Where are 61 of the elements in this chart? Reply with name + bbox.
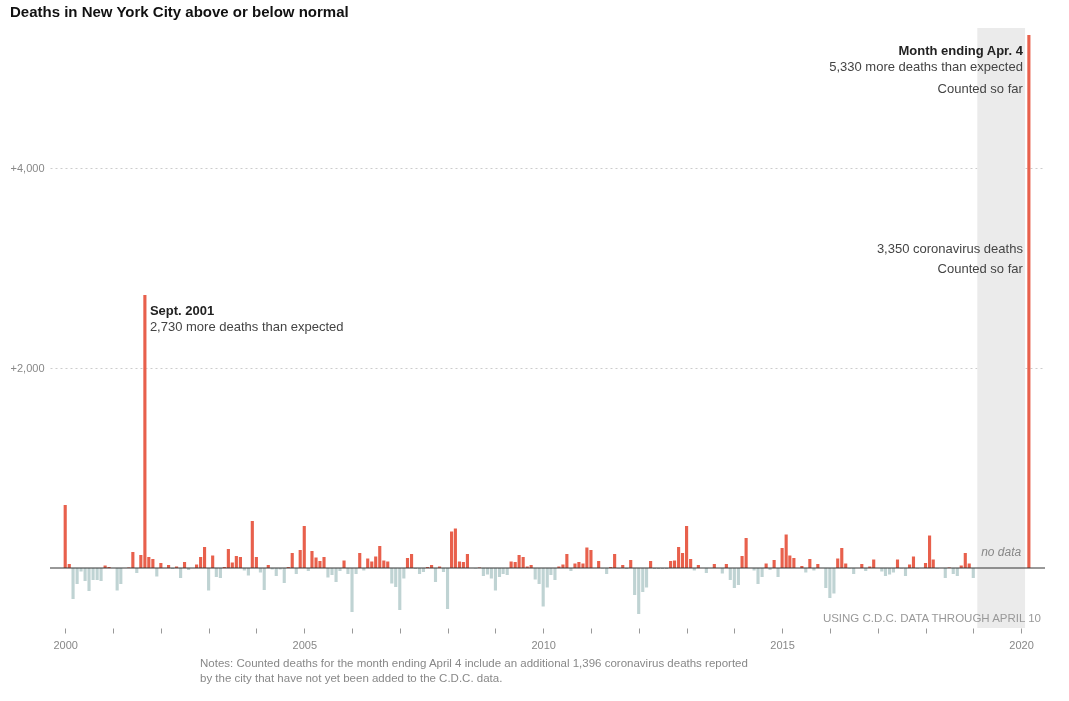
bar bbox=[350, 568, 354, 612]
y-tick-label: +2,000 bbox=[10, 361, 45, 374]
bar bbox=[828, 568, 832, 598]
annotation: 2,730 more deaths than expected bbox=[149, 319, 344, 334]
x-tick-label: 2000 bbox=[53, 638, 78, 651]
bar bbox=[115, 568, 119, 591]
bar bbox=[685, 526, 689, 568]
y-tick-label: +4,000 bbox=[10, 161, 45, 174]
bar bbox=[398, 568, 402, 610]
bar bbox=[390, 568, 394, 584]
bar bbox=[310, 551, 314, 568]
chart-title: Deaths in New York City above or below normal bbox=[10, 3, 349, 20]
bar bbox=[302, 526, 306, 568]
annotation: Month ending Apr. 4 bbox=[898, 43, 1024, 58]
bar bbox=[207, 568, 211, 591]
x-tick-label: 2005 bbox=[292, 638, 317, 651]
bar bbox=[445, 568, 450, 609]
bar bbox=[334, 568, 338, 582]
annotation: Counted so far bbox=[937, 81, 1024, 96]
bar bbox=[87, 568, 91, 591]
annotation: 3,350 coronavirus deaths bbox=[876, 241, 1024, 256]
bar bbox=[63, 505, 67, 568]
bar bbox=[322, 557, 326, 568]
annotation: Sept. 2001 bbox=[149, 303, 215, 318]
bar bbox=[644, 568, 649, 588]
bar bbox=[226, 549, 230, 568]
bar bbox=[589, 550, 593, 568]
x-tick-label: 2010 bbox=[531, 638, 556, 651]
bar bbox=[99, 568, 103, 581]
bar bbox=[202, 547, 207, 568]
x-tick-label: 2015 bbox=[770, 638, 795, 651]
bar bbox=[840, 548, 844, 568]
bar bbox=[832, 568, 836, 594]
bar bbox=[756, 568, 760, 584]
bar bbox=[326, 568, 330, 578]
bar bbox=[744, 538, 748, 568]
bar bbox=[71, 568, 75, 599]
bar bbox=[262, 568, 266, 590]
bar bbox=[143, 295, 147, 568]
x-tick-label: 2020 bbox=[1009, 638, 1034, 651]
bar bbox=[533, 568, 537, 580]
annotation: Counted so far bbox=[937, 261, 1024, 276]
bar bbox=[453, 528, 457, 568]
bar bbox=[736, 568, 740, 585]
bar bbox=[1027, 35, 1031, 568]
bar bbox=[250, 521, 254, 568]
bar bbox=[450, 531, 454, 568]
annotation: 5,330 more deaths than expected bbox=[829, 59, 1023, 74]
bar bbox=[541, 568, 545, 607]
annotation: USING C.D.C. DATA THROUGH APRIL 10 bbox=[822, 612, 1041, 624]
bar bbox=[131, 552, 135, 568]
bar bbox=[553, 568, 557, 580]
bar bbox=[784, 534, 788, 568]
bar bbox=[732, 568, 736, 588]
text: Notes: Counted deaths for the month ending April 4 include an additional 1,396 coronavirus deaths reported by the city that have not yet been added to the C.D.C. data. bbox=[200, 657, 748, 684]
bar bbox=[493, 568, 497, 591]
bar bbox=[677, 547, 681, 568]
bar bbox=[928, 535, 932, 568]
band-label: no data bbox=[981, 545, 1022, 559]
bar bbox=[378, 546, 382, 568]
bar bbox=[637, 568, 641, 614]
